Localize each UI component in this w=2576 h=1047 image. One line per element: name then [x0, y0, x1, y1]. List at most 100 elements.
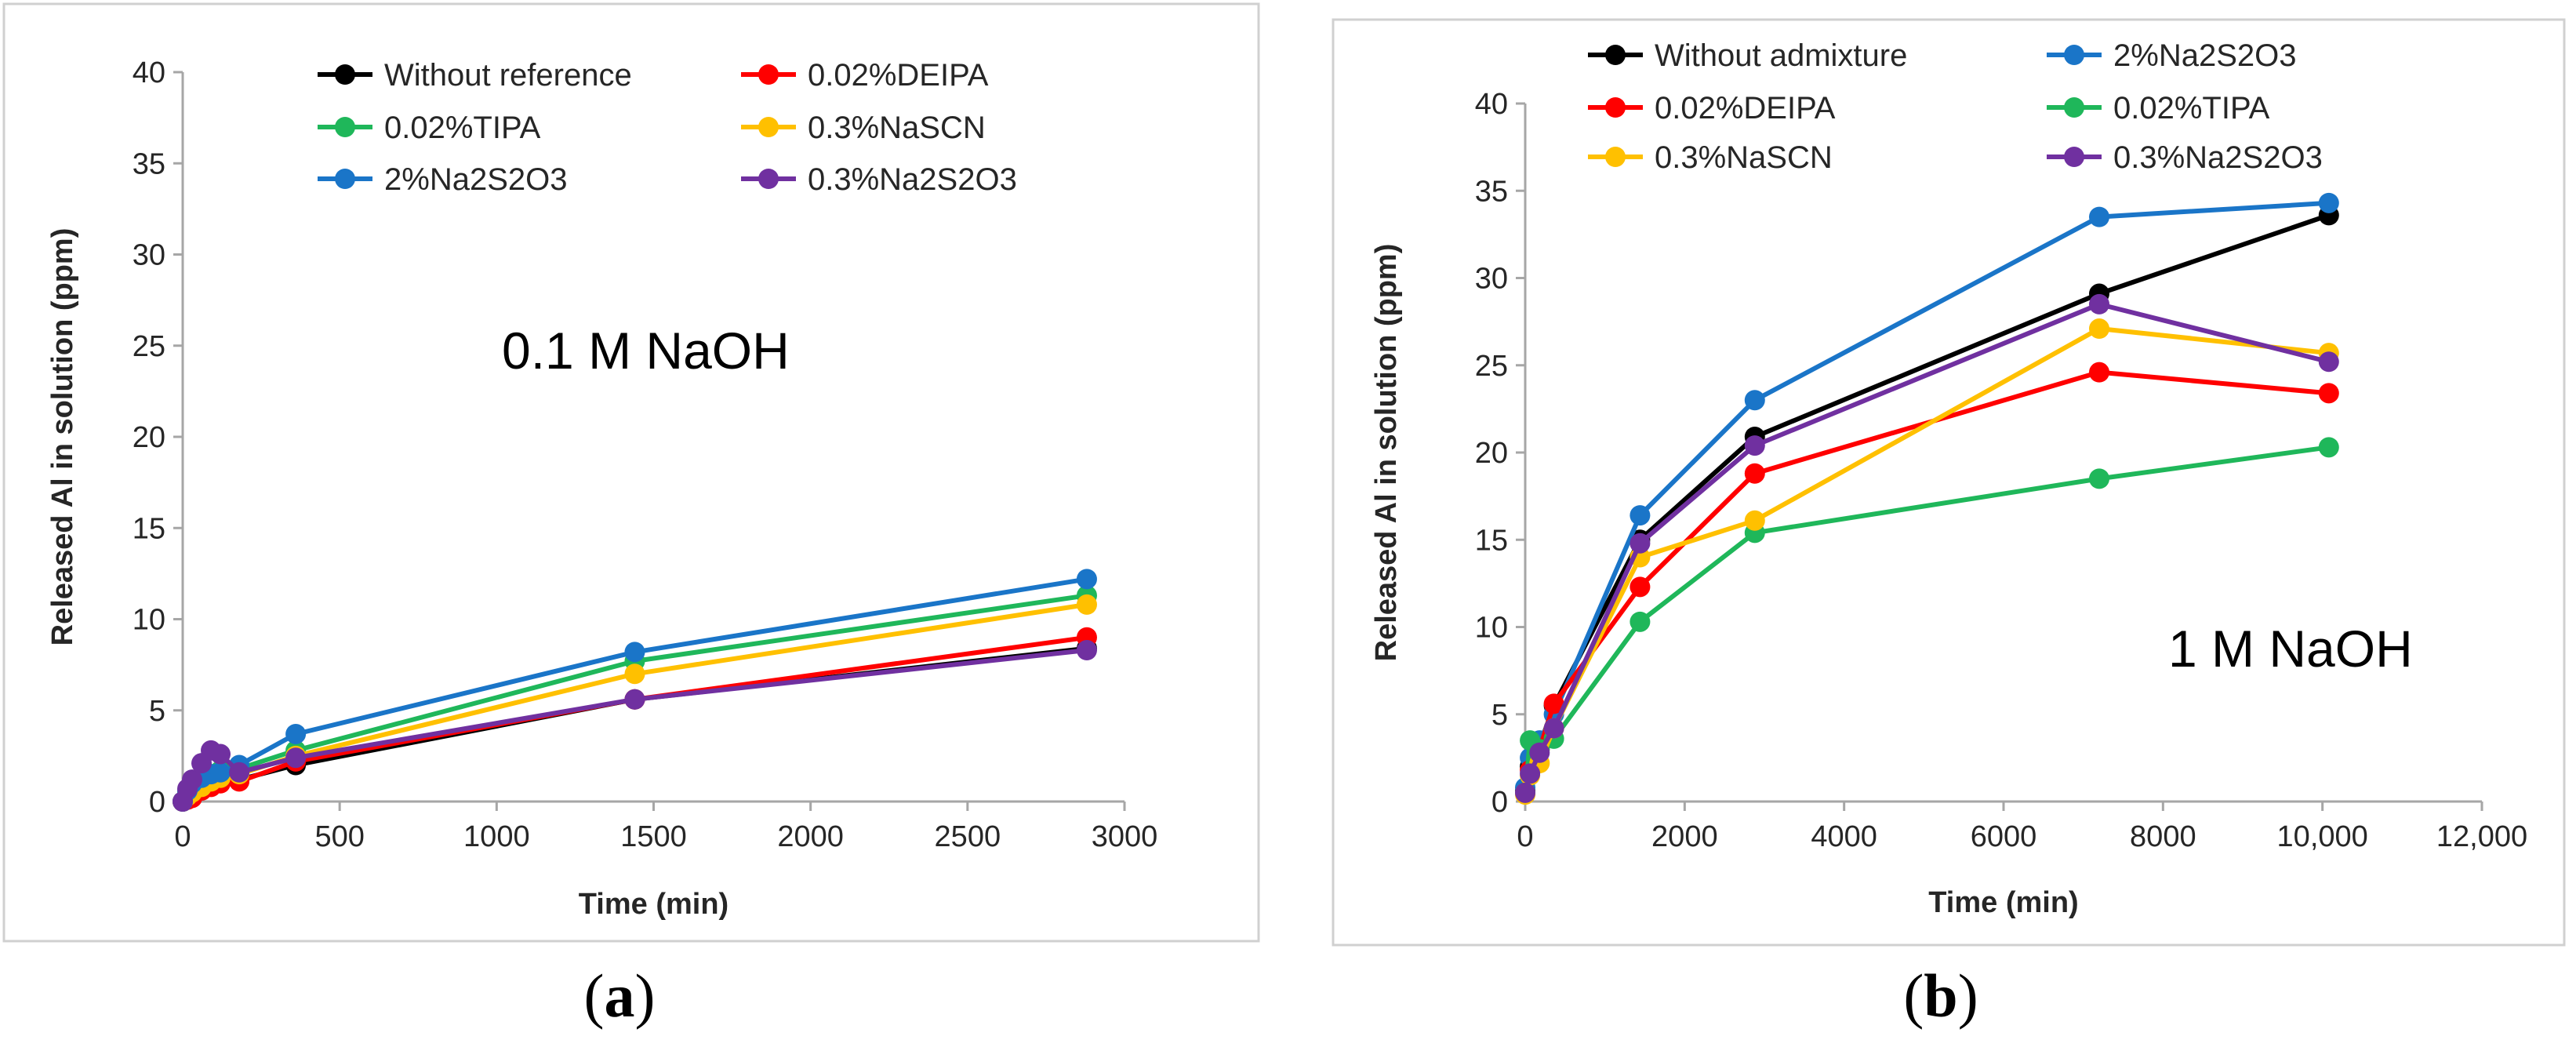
data-point [285, 723, 307, 744]
y-tick-label: 40 [133, 56, 165, 89]
y-tick-label: 10 [1475, 612, 1508, 645]
caption-b: (b) [1903, 962, 1978, 1030]
x-tick-label: 4000 [1811, 820, 1877, 853]
y-axis-label: Released Al in solution (ppm) [1370, 244, 1403, 662]
legend-swatch-marker [335, 169, 355, 189]
data-point [1076, 640, 1097, 661]
data-point [210, 762, 231, 783]
legend-swatch-marker [1605, 147, 1626, 167]
data-point [624, 663, 645, 685]
data-point [1630, 505, 1651, 526]
y-tick-label: 30 [133, 239, 165, 272]
chart-frame [1332, 18, 2566, 947]
legend-label: 0.3%Na2S2O3 [2113, 140, 2323, 175]
data-point [624, 689, 645, 710]
x-tick-label: 2000 [1651, 820, 1718, 853]
y-tick-label: 5 [149, 695, 165, 728]
legend-swatch-marker [2064, 97, 2084, 118]
legend-entry: Without admixture [1588, 38, 1907, 73]
data-point [182, 769, 203, 791]
data-point [1630, 611, 1651, 632]
data-point [2318, 192, 2339, 213]
y-axis-label: Released Al in solution (ppm) [46, 228, 79, 646]
panel-a: 0 5 10 15 20 25 30 35 40 0 500 1000 1500 2000 2500 3000… [0, 0, 1270, 1047]
legend-entry: 0.02%TIPA [318, 111, 541, 145]
data-point [1744, 463, 1765, 484]
x-tick-label: 0 [174, 820, 191, 853]
x-axis-label: Time (min) [1928, 886, 2078, 919]
chart-b: 0 5 10 15 20 25 30 35 40 0 2000 4000 6000 8000 10,000 1… [1332, 18, 2566, 947]
data-point [285, 747, 307, 769]
panel-b: 0 5 10 15 20 25 30 35 40 0 2000 4000 6000 8000 10,000 1… [1306, 0, 2576, 1047]
legend-entry: 0.3%Na2S2O3 [2047, 140, 2323, 175]
legend-label: Without admixture [1655, 38, 1907, 73]
x-tick-label: 1500 [620, 820, 687, 853]
x-axis-label: Time (min) [579, 888, 728, 921]
legend-swatch-marker [758, 117, 779, 137]
legend-entry: 0.02%DEIPA [741, 58, 989, 93]
data-point [1630, 533, 1651, 554]
data-point [1515, 782, 1535, 803]
legend-label: 0.3%NaSCN [1655, 140, 1833, 175]
y-tick-label: 15 [1475, 524, 1508, 557]
legend-swatch-marker [758, 64, 779, 85]
series-5 [1515, 293, 2339, 803]
legend-entry: 0.3%NaSCN [741, 111, 986, 145]
legend-entry: 0.3%NaSCN [1588, 140, 1833, 175]
data-point [2089, 362, 2109, 383]
legend-label: 0.02%TIPA [384, 111, 541, 145]
legend-swatch-marker [758, 169, 779, 189]
y-tick-label: 0 [149, 786, 165, 819]
y-tick-label: 25 [133, 330, 165, 363]
y-tick-label: 15 [133, 512, 165, 545]
data-point [2318, 437, 2339, 458]
annotation-label: 1 M NaOH [2168, 620, 2413, 678]
chart-a: 0 5 10 15 20 25 30 35 40 0 500 1000 1500 2000 2500 3000… [2, 2, 1260, 943]
series-5 [173, 640, 1097, 812]
x-tick-label: 6000 [1971, 820, 2037, 853]
data-point [1543, 693, 1564, 714]
data-point [229, 762, 250, 783]
y-tick-label: 10 [133, 604, 165, 637]
data-point [1076, 594, 1097, 615]
data-point [1529, 742, 1550, 763]
y-tick-label: 20 [133, 421, 165, 454]
legend-entry: 0.02%TIPA [2047, 91, 2270, 125]
legend-swatch-marker [1605, 97, 1626, 118]
data-point [1744, 435, 1765, 456]
data-point [1630, 576, 1651, 598]
y-tick-label: 25 [1475, 350, 1508, 383]
legend-entry: Without reference [318, 58, 632, 93]
legend-label: 0.3%NaSCN [808, 111, 986, 145]
data-point [1076, 569, 1097, 590]
legend-entry: 0.3%Na2S2O3 [741, 162, 1017, 197]
x-tick-label: 1000 [463, 820, 530, 853]
legend-label: 0.3%Na2S2O3 [808, 162, 1017, 197]
data-point [1543, 718, 1564, 739]
y-tick-label: 0 [1491, 786, 1508, 819]
x-tick-label: 10,000 [2277, 820, 2368, 853]
data-point [1520, 763, 1541, 784]
legend-swatch-marker [1605, 45, 1626, 65]
data-point [2089, 293, 2109, 314]
annotation-label: 0.1 M NaOH [502, 322, 790, 380]
data-point [2089, 318, 2109, 340]
legend-swatch-marker [335, 117, 355, 137]
data-point [2318, 351, 2339, 373]
legend-label: Without reference [384, 58, 632, 93]
legend-entry: 2%Na2S2O3 [2047, 38, 2296, 73]
legend-label: 2%Na2S2O3 [384, 162, 567, 197]
y-tick-label: 35 [1475, 175, 1508, 208]
data-point [624, 642, 645, 663]
x-tick-label: 3000 [1092, 820, 1158, 853]
x-tick-label: 500 [314, 820, 364, 853]
x-tick-label: 2000 [777, 820, 844, 853]
y-tick-label: 20 [1475, 437, 1508, 470]
legend-label: 0.02%DEIPA [808, 58, 989, 93]
legend-entry: 2%Na2S2O3 [318, 162, 567, 197]
legend-label: 0.02%TIPA [2113, 91, 2270, 125]
data-point [1744, 510, 1765, 531]
data-point [2089, 206, 2109, 227]
legend-entry: 0.02%DEIPA [1588, 91, 1836, 125]
x-tick-label: 2500 [935, 820, 1001, 853]
